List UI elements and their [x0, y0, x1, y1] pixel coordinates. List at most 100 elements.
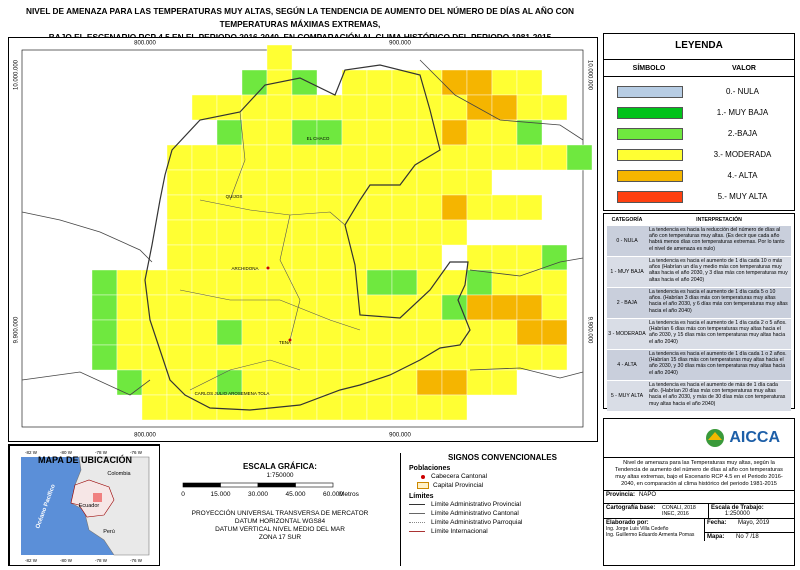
legend-row: 5.- MUY ALTA	[604, 186, 794, 207]
hazard-cell	[466, 69, 493, 96]
hazard-cell	[291, 119, 318, 146]
hazard-cell	[466, 119, 493, 146]
hazard-cell	[416, 394, 443, 421]
scale-title: ESCALA GRÁFICA:	[243, 462, 317, 471]
hazard-cell	[141, 344, 168, 371]
hazard-cell	[191, 144, 218, 171]
y-coordinate: 10.000.000	[586, 60, 592, 91]
hazard-cell	[216, 269, 243, 296]
hazard-cells	[91, 44, 593, 421]
hazard-cell	[441, 319, 468, 346]
hazard-cell	[166, 294, 193, 321]
hazard-cell	[366, 69, 393, 96]
legend-panel: LEYENDA SÍMBOLO VALOR 0.- NULA 1.- MUY BA…	[603, 33, 795, 211]
hazard-cell	[516, 144, 543, 171]
hazard-cell	[416, 144, 443, 171]
hazard-cell	[216, 394, 243, 421]
hazard-cell	[366, 319, 393, 346]
sign-row: Límite Administrativo Parroquial	[409, 518, 596, 527]
hazard-cell	[291, 194, 318, 221]
interpretation-text: La tendencia es hacia el aumento de 1 dí…	[649, 289, 788, 314]
hazard-cell	[241, 94, 268, 121]
country-label: Perú	[103, 529, 115, 535]
interpretation-text: La tendencia es hacia la reducción del n…	[649, 227, 785, 252]
hazard-cell	[391, 319, 418, 346]
hazard-cell	[491, 244, 518, 271]
place-label: QUIJOS	[226, 194, 243, 199]
hazard-cell	[366, 119, 393, 146]
hazard-cell	[516, 294, 543, 321]
hazard-cell	[541, 344, 568, 371]
y-coordinate: 9.900.000	[14, 316, 20, 343]
hazard-cell	[516, 119, 543, 146]
legend-label: 0.- NULA	[726, 87, 759, 96]
scale-segment	[257, 482, 296, 488]
info-key: Provincia:	[606, 492, 636, 498]
hazard-cell	[491, 319, 518, 346]
hazard-cell	[191, 244, 218, 271]
hazard-cell	[291, 369, 318, 396]
hazard-cell	[91, 294, 118, 321]
lon-label: -80 W	[60, 450, 73, 455]
lon-label: -78 W	[95, 558, 108, 563]
country-label: Colombia	[107, 471, 131, 477]
interpretation-category: 1 - MUY BAJA	[610, 268, 644, 275]
hazard-cell	[391, 144, 418, 171]
hazard-cell	[416, 219, 443, 246]
hazard-cell	[191, 294, 218, 321]
sign-label: Cabecera Cantonal	[431, 473, 488, 480]
hazard-cell	[491, 119, 518, 146]
hazard-cell	[491, 294, 518, 321]
legend-label: 1.- MUY BAJA	[716, 108, 769, 117]
hazard-cell	[316, 144, 343, 171]
hazard-cell	[391, 169, 418, 196]
hazard-cell	[466, 294, 493, 321]
y-coordinate: 9.900.000	[586, 317, 592, 344]
sign-label: Límite Internacional	[431, 528, 488, 535]
hazard-cell	[366, 144, 393, 171]
info-cell: Escala de Trabajo: 1:250000	[708, 504, 766, 518]
hazard-cell	[266, 269, 293, 296]
interpretation-row: 5 - MUY ALTA La tendencia es hacia el aum…	[607, 380, 791, 411]
interpretation-panel: CATEGORÍA INTERPRETACIÓN 0 - NULA La tend…	[603, 213, 795, 411]
hazard-cell	[366, 344, 393, 371]
legend-row: 1.- MUY BAJA	[604, 102, 794, 123]
hazard-cell	[441, 219, 468, 246]
hazard-cell	[391, 194, 418, 221]
interpretation-text: La tendencia es hacia el aumento de 1 dí…	[649, 320, 787, 345]
hazard-cell	[191, 269, 218, 296]
hazard-cell	[341, 294, 368, 321]
hazard-cell	[266, 369, 293, 396]
interpretation-row: 0 - NULA La tendencia es hacia la reducci…	[607, 225, 791, 256]
info-value: Mayo, 2019	[738, 520, 770, 526]
hazard-cell	[466, 344, 493, 371]
hazard-cell	[516, 194, 543, 221]
lon-label: -78 W	[95, 450, 108, 455]
hazard-cell	[316, 269, 343, 296]
hazard-cell	[391, 119, 418, 146]
sign-row: Capital Provincial	[409, 481, 596, 490]
lon-label: -82 W	[25, 450, 38, 455]
hazard-cell	[291, 244, 318, 271]
hazard-cell	[391, 69, 418, 96]
hazard-cell	[216, 219, 243, 246]
hazard-cell	[466, 369, 493, 396]
place-label: ARCHIDONA	[231, 266, 258, 271]
info-cell: Fecha: Mayo, 2019 Mapa: No 7 /18	[704, 519, 794, 541]
info-key: Escala de Trabajo:	[711, 505, 764, 511]
lon-label: -76 W	[130, 450, 143, 455]
interpretation-text: La tendencia es hacia el aumento de más …	[649, 382, 786, 407]
hazard-cell	[266, 44, 293, 71]
legend-swatch	[617, 85, 683, 98]
interpretation-row: 1 - MUY BAJA La tendencia es hacia el aum…	[607, 256, 791, 287]
boundary-line	[469, 367, 584, 379]
hazard-cell	[541, 269, 568, 296]
legend-label: 3.- MODERADA	[713, 150, 772, 159]
signs-panel: SIGNOS CONVENCIONALES Poblaciones Cabece…	[400, 453, 596, 566]
hazard-cell	[116, 294, 143, 321]
legend-row: 4.- ALTA	[604, 165, 794, 186]
scale-tick-label: 30.000	[248, 491, 268, 498]
hazard-cell	[241, 219, 268, 246]
hazard-cell	[291, 94, 318, 121]
